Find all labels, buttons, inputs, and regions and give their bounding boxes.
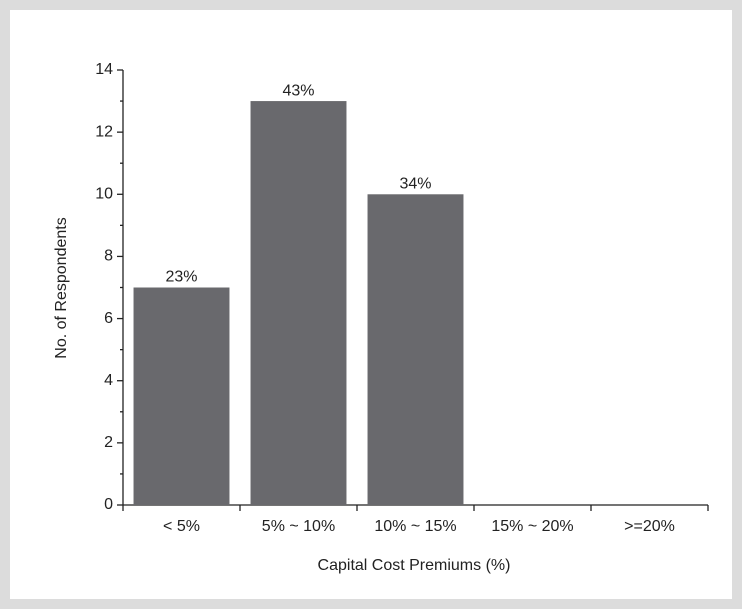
y-tick-label: 2 — [104, 434, 113, 451]
x-tick-label: 15% ~ 20% — [491, 518, 573, 535]
x-tick-label: 5% ~ 10% — [262, 518, 335, 535]
y-tick-label: 10 — [95, 186, 113, 203]
annotation: 23% — [165, 269, 197, 286]
y-tick-label: 14 — [95, 61, 113, 78]
bar — [133, 287, 230, 505]
bar — [250, 101, 347, 506]
x-tick-label: >=20% — [624, 518, 675, 535]
bar — [367, 194, 464, 506]
y-tick-label: 0 — [104, 496, 113, 513]
y-axis-label: No. of Respondents — [53, 217, 70, 358]
y-tick-label: 8 — [104, 248, 113, 265]
annotation: 43% — [282, 82, 314, 99]
x-tick-label: 10% ~ 15% — [374, 518, 456, 535]
x-tick-label: < 5% — [163, 518, 200, 535]
x-axis-label: Capital Cost Premiums (%) — [318, 557, 511, 574]
y-tick-label: 4 — [104, 372, 113, 389]
annotation: 34% — [399, 176, 431, 193]
y-tick-label: 6 — [104, 310, 113, 327]
y-tick-label: 12 — [95, 123, 113, 140]
